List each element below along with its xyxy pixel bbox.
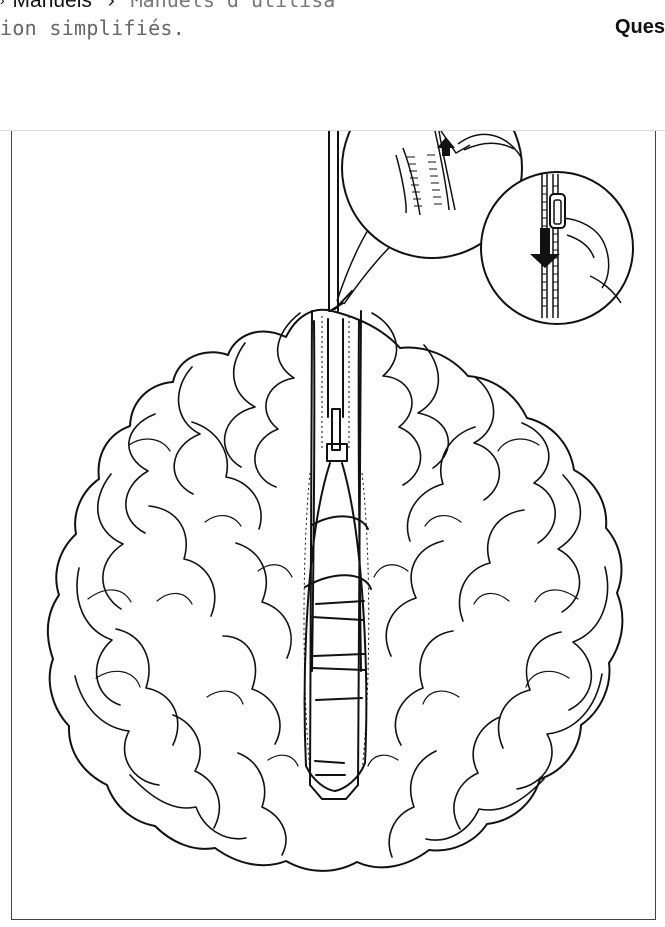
- page-header: › Manuels › Manuels d'utilisa ion simpli…: [0, 0, 665, 131]
- chevron-right-icon: ›: [0, 0, 5, 8]
- breadcrumb-separator: ›: [107, 0, 115, 12]
- lamp-shade-body: [46, 308, 624, 872]
- ruffle-pattern: [74, 312, 609, 858]
- breadcrumb-current: Manuels d'utilisa: [130, 0, 336, 12]
- zipper-detail-bottom: [480, 171, 634, 325]
- breadcrumb: › Manuels › Manuels d'utilisa: [0, 0, 335, 11]
- zipper-detail-top: [341, 131, 523, 259]
- manual-illustration-frame: [11, 131, 656, 920]
- arrow-down-icon: [530, 228, 560, 268]
- lamp-shade-illustration: [46, 131, 634, 872]
- breadcrumb-link-manuels[interactable]: Manuels: [12, 0, 92, 12]
- page-title: ion simplifiés.: [0, 16, 186, 40]
- questions-link[interactable]: Ques: [614, 16, 665, 38]
- ruffle-texture: [87, 438, 579, 767]
